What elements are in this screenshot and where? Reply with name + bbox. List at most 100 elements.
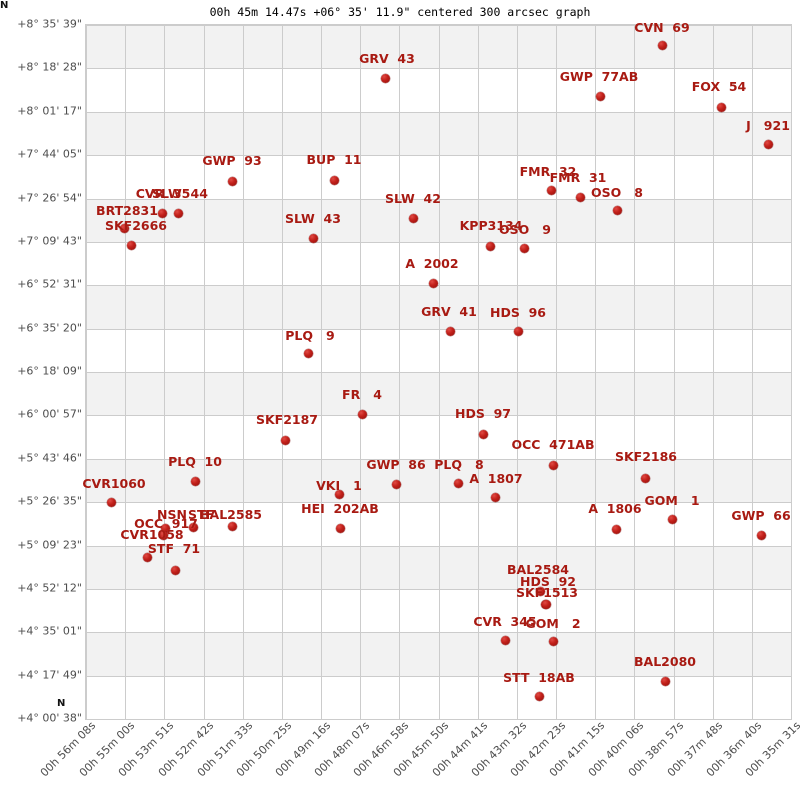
star-label: PLQ 8 — [434, 457, 484, 472]
star-label: CVR1060 — [82, 476, 146, 491]
star-label: SLW 43 — [285, 211, 341, 226]
star-marker[interactable] — [660, 676, 670, 686]
y-axis-tick-label: +6° 18' 09" — [17, 364, 82, 378]
star-label: PLQ 9 — [285, 328, 335, 343]
star-label: CVR1058 — [120, 527, 184, 542]
plot-band — [86, 372, 791, 416]
star-marker[interactable] — [575, 192, 585, 202]
star-label: PLQ 10 — [168, 454, 222, 469]
y-axis-tick-label: +7° 26' 54" — [17, 191, 82, 204]
star-marker[interactable] — [546, 185, 556, 195]
star-marker[interactable] — [453, 478, 463, 488]
star-marker[interactable] — [329, 175, 339, 185]
plot-band — [86, 632, 791, 676]
north-marker-left: N — [57, 698, 65, 709]
star-label: BAL2080 — [634, 654, 696, 669]
y-axis-tick-label: +8° 35' 39" — [17, 17, 82, 31]
star-marker[interactable] — [445, 326, 455, 336]
page-title: 00h 45m 14.47s +06° 35' 11.9" centered 3… — [209, 5, 591, 19]
star-label: CVR 345 — [473, 614, 537, 629]
star-label: BRT2831 — [96, 203, 158, 218]
star-marker[interactable] — [478, 429, 488, 439]
star-marker[interactable] — [541, 599, 551, 609]
star-marker[interactable] — [126, 240, 136, 250]
star-marker[interactable] — [227, 176, 237, 186]
gridline-vertical — [86, 25, 87, 719]
star-marker[interactable] — [335, 523, 345, 533]
plot-band — [86, 111, 791, 156]
gridline-vertical — [752, 25, 753, 719]
star-label: FMR 32 — [519, 164, 577, 179]
star-marker[interactable] — [548, 636, 558, 646]
star-label: GWP 86 — [366, 457, 426, 472]
star-marker[interactable] — [142, 552, 152, 562]
star-label: NSN — [157, 507, 187, 522]
star-label: HDS 97 — [455, 406, 511, 421]
star-marker[interactable] — [119, 223, 129, 233]
plot-area — [85, 24, 792, 720]
gridline-horizontal — [86, 199, 791, 200]
star-marker[interactable] — [188, 522, 198, 532]
plot-band — [86, 458, 791, 503]
star-marker[interactable] — [170, 565, 180, 575]
star-marker[interactable] — [519, 243, 529, 253]
gridline-vertical — [243, 25, 244, 719]
star-marker[interactable] — [667, 514, 677, 524]
star-marker[interactable] — [657, 40, 667, 50]
star-marker[interactable] — [158, 530, 168, 540]
gridline-vertical — [595, 25, 596, 719]
star-marker[interactable] — [756, 530, 766, 540]
star-marker[interactable] — [490, 492, 500, 502]
star-marker[interactable] — [611, 524, 621, 534]
gridline-horizontal — [86, 415, 791, 416]
gridline-vertical — [360, 25, 361, 719]
star-marker[interactable] — [716, 102, 726, 112]
star-label: J 921 — [746, 118, 790, 133]
star-marker[interactable] — [548, 460, 558, 470]
star-marker[interactable] — [190, 476, 200, 486]
gridline-horizontal — [86, 285, 791, 286]
star-label: HEI 202AB — [301, 501, 379, 516]
north-marker-bottom: N — [0, 0, 8, 11]
star-marker[interactable] — [357, 409, 367, 419]
y-axis-tick-label: +5° 43' 46" — [17, 451, 82, 465]
star-marker[interactable] — [640, 473, 650, 483]
star-label: SLW 44 — [152, 186, 208, 201]
star-label: OCC 917 — [134, 516, 198, 531]
star-marker[interactable] — [157, 208, 167, 218]
gridline-horizontal — [86, 112, 791, 113]
gridline-horizontal — [86, 25, 791, 26]
star-label: GWP 93 — [202, 153, 262, 168]
star-marker[interactable] — [160, 523, 170, 533]
star-label: OSO 8 — [590, 185, 644, 200]
star-marker[interactable] — [408, 213, 418, 223]
star-marker[interactable] — [763, 139, 773, 149]
star-marker[interactable] — [173, 208, 183, 218]
y-axis-tick-label: +6° 00' 57" — [17, 407, 82, 421]
star-label: SKF2187 — [255, 412, 319, 427]
star-marker[interactable] — [513, 326, 523, 336]
star-marker[interactable] — [500, 635, 510, 645]
star-marker[interactable] — [227, 521, 237, 531]
star-marker[interactable] — [595, 91, 605, 101]
star-marker[interactable] — [380, 73, 390, 83]
star-label: A 1806 — [588, 501, 642, 516]
star-marker[interactable] — [485, 241, 495, 251]
star-label: HDS 96 — [490, 305, 546, 320]
gridline-horizontal — [86, 632, 791, 633]
star-marker[interactable] — [534, 691, 544, 701]
star-marker[interactable] — [308, 233, 318, 243]
gridline-horizontal — [86, 459, 791, 460]
star-marker[interactable] — [535, 586, 545, 596]
star-marker[interactable] — [428, 278, 438, 288]
star-marker[interactable] — [303, 348, 313, 358]
gridline-horizontal — [86, 68, 791, 69]
plot-band — [86, 25, 791, 69]
star-marker[interactable] — [391, 479, 401, 489]
gridline-vertical — [674, 25, 675, 719]
star-marker[interactable] — [612, 205, 622, 215]
star-marker[interactable] — [334, 489, 344, 499]
star-marker[interactable] — [280, 435, 290, 445]
star-marker[interactable] — [106, 497, 116, 507]
